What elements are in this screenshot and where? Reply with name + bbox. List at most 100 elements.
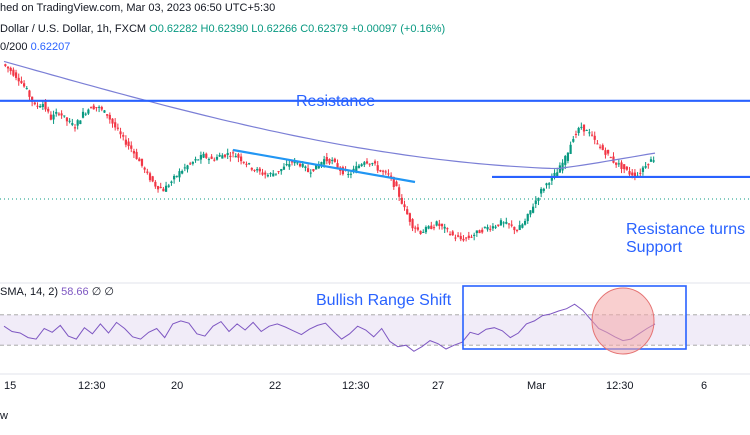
candle-down xyxy=(414,227,417,229)
candle-down xyxy=(432,227,436,229)
candle-down xyxy=(440,223,444,227)
candle-down xyxy=(130,145,133,149)
candle-down xyxy=(456,235,460,237)
candle-down xyxy=(510,224,513,226)
candle-up xyxy=(548,183,551,185)
candle-up xyxy=(197,159,200,161)
candle-down xyxy=(65,117,69,122)
candle-up xyxy=(323,159,326,165)
candle-down xyxy=(631,172,634,176)
range-shift-box xyxy=(462,285,687,350)
candle-up xyxy=(644,166,647,168)
candle-up xyxy=(63,115,66,117)
candle-down xyxy=(264,172,267,175)
candle-up xyxy=(98,106,101,108)
candle-up xyxy=(499,220,503,226)
candle-down xyxy=(239,156,243,162)
candle-down xyxy=(122,135,125,137)
rsi-label: SMA, 14, 2) xyxy=(0,286,59,298)
candle-down xyxy=(400,197,403,204)
candle-down xyxy=(467,235,470,238)
candle-down xyxy=(419,230,422,234)
candle-down xyxy=(513,226,516,231)
candle-down xyxy=(459,236,462,240)
candle-up xyxy=(532,206,535,213)
candle-down xyxy=(373,161,377,164)
candle-down xyxy=(17,77,20,82)
candle-down xyxy=(245,163,248,165)
candle-up xyxy=(526,213,529,222)
rsi-extra: ∅ ∅ xyxy=(91,286,114,298)
candle-up xyxy=(315,164,318,170)
candle-down xyxy=(582,124,586,132)
candle-down xyxy=(604,150,607,155)
x-tick-label: Mar xyxy=(527,380,546,392)
candle-down xyxy=(114,122,117,128)
candle-up xyxy=(580,126,583,128)
candle-up xyxy=(266,175,269,177)
candle-up xyxy=(518,225,521,231)
candle-down xyxy=(454,237,457,239)
rsi-legend: SMA, 14, 2) 58.66 ∅ ∅ xyxy=(0,285,114,298)
resistance-label: Resistance xyxy=(296,93,376,110)
candle-down xyxy=(127,141,130,147)
candle-up xyxy=(272,173,275,177)
support-label-line2: Support xyxy=(626,239,683,256)
candle-down xyxy=(590,134,594,136)
candle-down xyxy=(92,105,95,110)
candle-down xyxy=(12,69,15,76)
trendline xyxy=(232,148,416,184)
candle-down xyxy=(336,163,339,168)
candle-up xyxy=(542,188,545,191)
candle-up xyxy=(170,181,173,183)
candle-up xyxy=(569,144,572,154)
candle-up xyxy=(221,155,224,159)
candle-down xyxy=(116,127,119,129)
candle-down xyxy=(392,177,395,187)
candle-up xyxy=(103,110,106,113)
candle-up xyxy=(349,173,353,175)
candle-down xyxy=(507,223,511,225)
candle-up xyxy=(248,163,251,165)
candle-up xyxy=(320,162,323,166)
candle-up xyxy=(443,226,446,229)
candle-down xyxy=(250,167,253,170)
x-tick-label: 6 xyxy=(701,380,708,392)
candle-up xyxy=(505,221,508,224)
candle-down xyxy=(148,173,152,181)
candle-up xyxy=(55,111,58,114)
candle-up xyxy=(41,104,44,107)
candle-down xyxy=(57,113,61,115)
candle-up xyxy=(285,163,288,166)
x-tick-label: 12:30 xyxy=(78,380,106,392)
rsi-value: 58.66 xyxy=(61,286,89,298)
x-tick-label: 22 xyxy=(269,380,282,392)
candle-up xyxy=(561,162,564,171)
candle-down xyxy=(470,236,473,238)
candle-down xyxy=(328,158,331,164)
candle-down xyxy=(365,161,369,164)
candle-down xyxy=(223,154,227,157)
candle-up xyxy=(194,159,197,161)
candle-down xyxy=(462,238,465,241)
candle-down xyxy=(146,171,149,173)
candle-up xyxy=(68,120,71,122)
candle-up xyxy=(652,160,655,162)
x-tick-label: 12:30 xyxy=(342,380,370,392)
candle-up xyxy=(173,175,176,180)
candle-up xyxy=(641,167,645,172)
candle-up xyxy=(25,88,28,90)
candle-up xyxy=(521,224,524,228)
candle-down xyxy=(598,146,602,148)
moving-average-line xyxy=(3,60,656,170)
candle-down xyxy=(448,233,452,235)
candle-down xyxy=(615,162,618,165)
candle-up xyxy=(537,197,540,201)
candle-up xyxy=(191,161,194,164)
ma-value: 0.62207 xyxy=(30,41,71,53)
candle-down xyxy=(132,150,136,154)
candle-down xyxy=(290,161,294,163)
candle-up xyxy=(572,139,575,142)
